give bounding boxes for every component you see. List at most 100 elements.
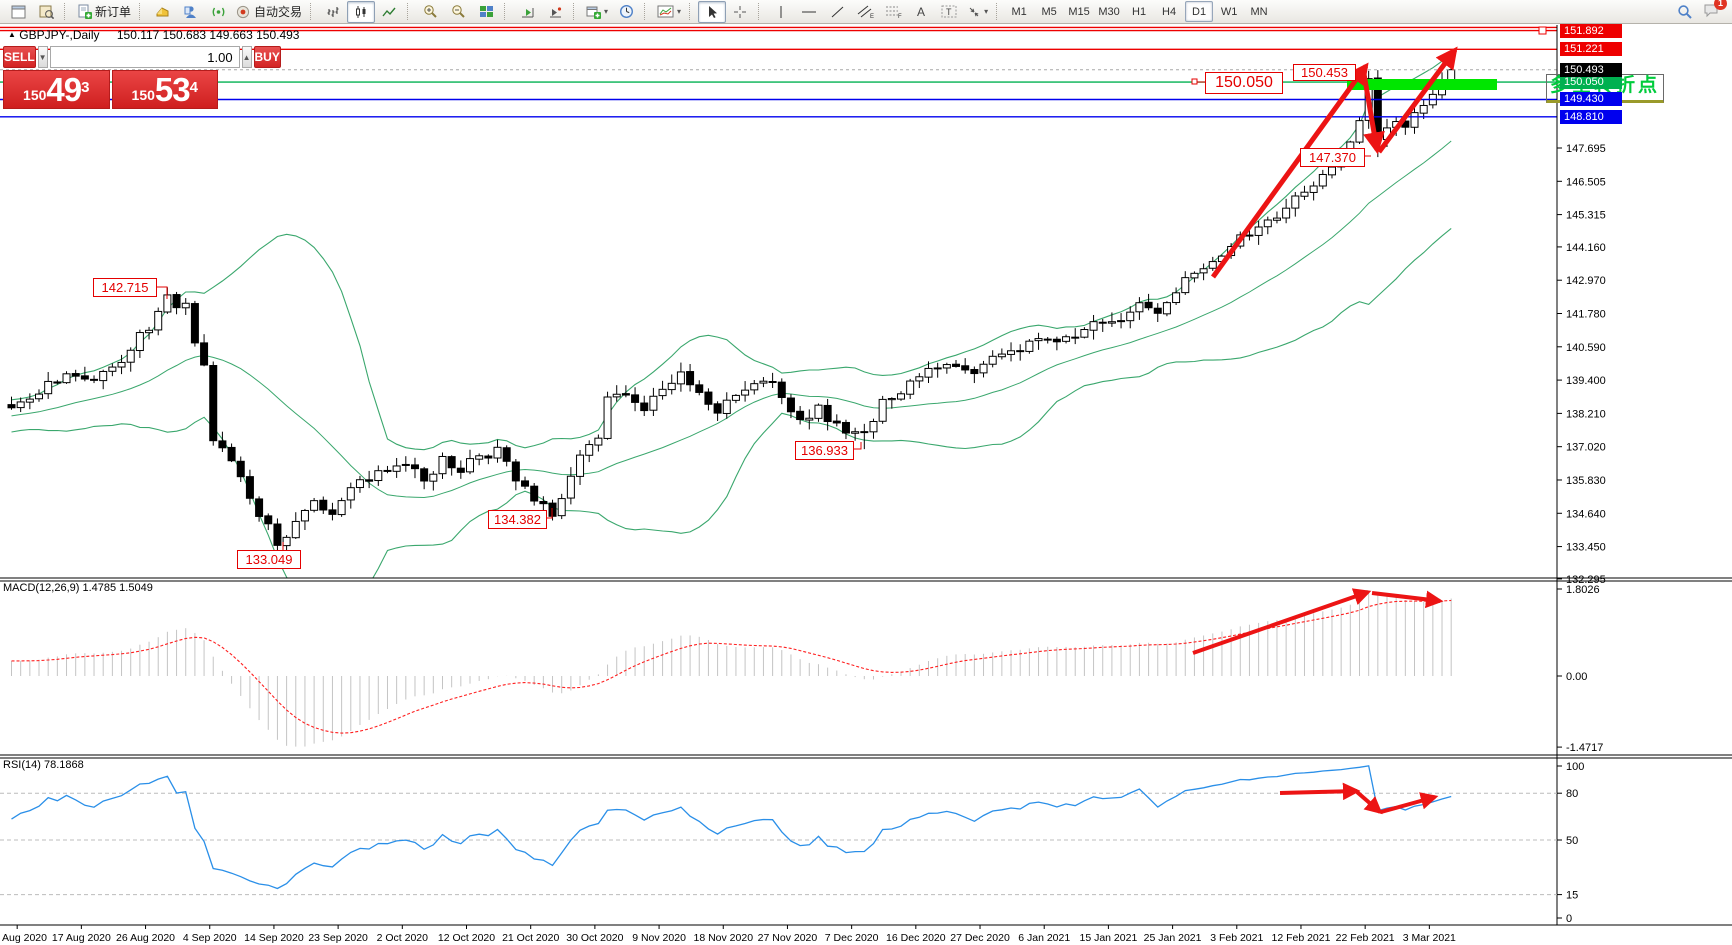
buy-price-prefix: 150: [131, 87, 155, 103]
chart-profiles-button[interactable]: ▾: [653, 1, 685, 23]
search-icon[interactable]: [1677, 4, 1693, 20]
text-tool-button[interactable]: A: [907, 1, 935, 23]
svg-text:15 Jan 2021: 15 Jan 2021: [1079, 932, 1137, 944]
sell-button[interactable]: SELL: [3, 46, 36, 68]
vertical-line-tool-button[interactable]: [767, 1, 795, 23]
price-callout[interactable]: 136.933: [795, 441, 854, 460]
toolbar-separator: [689, 3, 694, 20]
crosshair-tool-button[interactable]: [726, 1, 754, 23]
toolbar-separator: [310, 3, 315, 20]
svg-text:50: 50: [1566, 835, 1578, 847]
cursor-tool-button[interactable]: [698, 0, 727, 23]
svg-text:4 Sep 2020: 4 Sep 2020: [183, 932, 237, 944]
triangle-down-icon: ▼: [38, 52, 47, 62]
macd-label: MACD(12,26,9) 1.4785 1.5049: [3, 582, 153, 594]
new-order-button[interactable]: 新订单: [73, 1, 135, 23]
buy-button[interactable]: BUY: [253, 46, 281, 68]
svg-text:2 Oct 2020: 2 Oct 2020: [377, 932, 429, 944]
line-chart-button[interactable]: [375, 1, 403, 23]
rsi-pane: [0, 765, 1557, 896]
timeframe-mn[interactable]: MN: [1250, 5, 1268, 18]
timeframe-d1[interactable]: D1: [1185, 1, 1214, 22]
axis-price-badge: 149.430: [1560, 92, 1622, 107]
chart-shift-button[interactable]: [541, 1, 569, 23]
price-callout[interactable]: 147.370: [1300, 148, 1365, 167]
auto-scroll-button[interactable]: [513, 1, 541, 23]
period-clock-button[interactable]: [612, 1, 640, 23]
support-zone-bar[interactable]: [1347, 79, 1497, 90]
volume-up-button[interactable]: ▲: [241, 46, 252, 68]
svg-text:27 Nov 2020: 27 Nov 2020: [758, 932, 818, 944]
svg-text:30 Oct 2020: 30 Oct 2020: [566, 932, 623, 944]
zoom-in-button[interactable]: [416, 1, 444, 23]
chart-title: ▲ GBPJPY-,Daily 150.117 150.683 149.663 …: [8, 28, 299, 42]
bar-chart-button[interactable]: [319, 1, 347, 23]
timeframe-m1[interactable]: M1: [1011, 5, 1027, 18]
arrows-tool-button[interactable]: ▾: [963, 1, 992, 23]
horizontal-line-objects[interactable]: [0, 26, 1557, 118]
horizontal-line-tool-button[interactable]: [795, 1, 823, 23]
sell-price-big: 49: [46, 71, 82, 108]
new-order-label: 新订单: [95, 5, 132, 19]
price-callout[interactable]: 133.049: [237, 550, 301, 569]
trendline-tool-button[interactable]: [823, 1, 851, 23]
svg-text:27 Dec 2020: 27 Dec 2020: [950, 932, 1010, 944]
trend-arrows[interactable]: [1192, 46, 1458, 815]
sell-quote[interactable]: 150 49 3: [3, 70, 110, 109]
timeframe-w1[interactable]: W1: [1220, 5, 1238, 18]
object-marker-icon: ▲: [8, 30, 16, 39]
svg-text:1.8026: 1.8026: [1566, 584, 1600, 596]
equidistant-channel-tool-button[interactable]: E: [851, 1, 879, 23]
svg-text:142.970: 142.970: [1566, 275, 1606, 287]
timeframe-m30[interactable]: M30: [1098, 5, 1120, 18]
svg-text:17 Aug 2020: 17 Aug 2020: [52, 932, 111, 944]
notifications-button[interactable]: 1: [1703, 0, 1727, 21]
candlestick-chart-button[interactable]: [347, 0, 376, 23]
svg-text:140.590: 140.590: [1566, 342, 1606, 354]
chevron-down-icon: ▾: [677, 7, 682, 16]
svg-text:26 Aug 2020: 26 Aug 2020: [116, 932, 175, 944]
toolbar-separator: [644, 3, 649, 20]
top-toolbar: 新订单 自动交易: [0, 0, 1732, 24]
price-callout[interactable]: 134.382: [488, 510, 547, 529]
metaeditor-button[interactable]: [176, 1, 204, 23]
price-callout[interactable]: 150.050: [1205, 72, 1283, 94]
svg-text:0.00: 0.00: [1566, 671, 1587, 683]
symbol-period-label: GBPJPY-,Daily: [19, 28, 100, 42]
rsi-label: RSI(14) 78.1868: [3, 759, 84, 771]
svg-text:12 Oct 2020: 12 Oct 2020: [438, 932, 495, 944]
auto-trading-button[interactable]: 自动交易: [232, 1, 306, 23]
tile-windows-button[interactable]: [472, 1, 500, 23]
market-depth-button[interactable]: [148, 1, 176, 23]
new-chart-button[interactable]: ▾: [582, 1, 612, 23]
fibonacci-tool-button[interactable]: F: [879, 1, 907, 23]
buy-quote[interactable]: 150 53 4: [111, 70, 218, 109]
timeframe-m5[interactable]: M5: [1041, 5, 1057, 18]
volume-down-button[interactable]: ▼: [37, 46, 48, 68]
strategy-tester-button[interactable]: [32, 1, 60, 23]
notification-badge: 1: [1714, 0, 1727, 10]
timeframe-h1[interactable]: H1: [1132, 5, 1147, 18]
timeframe-h4[interactable]: H4: [1162, 5, 1177, 18]
zoom-out-button[interactable]: [444, 1, 472, 23]
axis-price-badge: 148.810: [1560, 109, 1622, 124]
volume-input[interactable]: [49, 46, 240, 68]
pane-frame: [0, 25, 1732, 926]
timeframe-m15[interactable]: M15: [1068, 5, 1090, 18]
svg-text:14 Sep 2020: 14 Sep 2020: [244, 932, 304, 944]
svg-text:7 Dec 2020: 7 Dec 2020: [825, 932, 879, 944]
price-callout[interactable]: 150.453: [1293, 64, 1356, 81]
svg-text:141.780: 141.780: [1566, 309, 1606, 321]
chevron-down-icon: ▾: [604, 7, 609, 16]
svg-text:18 Nov 2020: 18 Nov 2020: [693, 932, 753, 944]
text-label-tool-button[interactable]: T: [935, 1, 963, 23]
toolbar-separator: [573, 3, 578, 20]
toolbar-separator: [758, 3, 763, 20]
sell-price-sup: 3: [81, 79, 90, 96]
signals-button[interactable]: [204, 1, 232, 23]
svg-text:3 Mar 2021: 3 Mar 2021: [1403, 932, 1456, 944]
price-callout[interactable]: 142.715: [93, 278, 157, 297]
timeframe-group: M1 M5 M15 M30 H1 H4 D1 W1 MN: [1005, 1, 1273, 22]
chart-window-button[interactable]: [4, 1, 32, 23]
